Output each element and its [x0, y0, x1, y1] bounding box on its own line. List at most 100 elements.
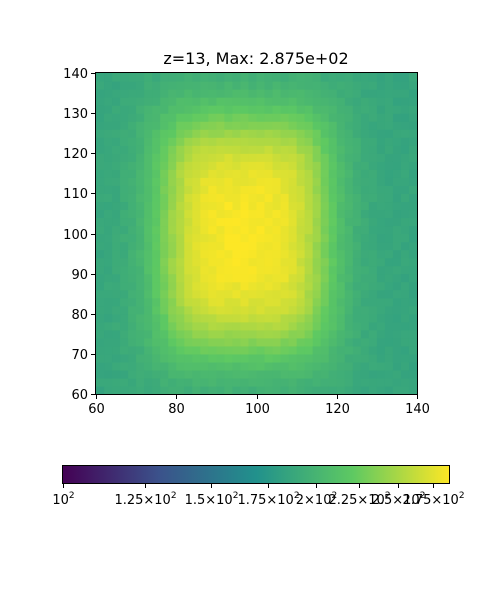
heatmap-cell: [272, 385, 282, 395]
heatmap-cell: [200, 201, 209, 211]
heatmap-cell: [160, 297, 169, 307]
heatmap-cell: [368, 297, 378, 307]
heatmap-cell: [152, 369, 161, 379]
heatmap-cell: [304, 121, 314, 130]
heatmap-cell: [208, 185, 217, 194]
heatmap-cell: [248, 225, 258, 235]
heatmap-cell: [336, 361, 346, 371]
heatmap-cell: [144, 297, 153, 307]
heatmap-cell: [312, 185, 322, 194]
heatmap-cell: [128, 89, 137, 98]
heatmap-cell: [352, 97, 362, 106]
heatmap-cell: [128, 257, 137, 267]
heatmap-cell: [176, 329, 185, 339]
heatmap-cell: [280, 105, 290, 114]
heatmap-cell: [112, 369, 121, 379]
heatmap-cell: [360, 121, 370, 130]
x-tick-label: 120: [325, 402, 350, 417]
heatmap-cell: [376, 233, 386, 243]
heatmap-cell: [232, 201, 242, 211]
heatmap-cell: [224, 97, 234, 106]
heatmap-cell: [248, 377, 258, 387]
heatmap-cell: [304, 369, 314, 379]
heatmap-cell: [152, 385, 161, 395]
heatmap-cell: [400, 377, 410, 387]
heatmap-cell: [168, 329, 177, 339]
heatmap-cell: [312, 377, 322, 387]
heatmap-cell: [376, 161, 386, 170]
heatmap-cell: [288, 265, 298, 275]
heatmap-cell: [264, 233, 274, 243]
heatmap-cell: [184, 217, 193, 227]
heatmap-cell: [400, 369, 410, 379]
heatmap-cell: [408, 249, 418, 259]
heatmap-cell: [304, 241, 314, 251]
heatmap-cell: [184, 129, 193, 138]
heatmap-cell: [328, 153, 338, 162]
heatmap-cell: [240, 73, 250, 82]
heatmap-cell: [400, 89, 410, 98]
heatmap-cell: [392, 233, 402, 243]
heatmap-cell: [384, 289, 394, 299]
heatmap-cell: [144, 353, 153, 363]
heatmap-cell: [176, 225, 185, 235]
heatmap-cell: [312, 113, 322, 122]
heatmap-cell: [192, 257, 201, 267]
heatmap-cell: [200, 321, 209, 331]
heatmap-cell: [272, 321, 282, 331]
heatmap-cell: [216, 385, 226, 395]
heatmap-cell: [376, 89, 386, 98]
heatmap-cell: [400, 177, 410, 186]
heatmap-cell: [320, 353, 330, 363]
heatmap-cell: [352, 257, 362, 267]
heatmap-cell: [320, 321, 330, 331]
heatmap-cell: [336, 265, 346, 275]
heatmap-cell: [184, 113, 193, 122]
heatmap-cell: [136, 161, 145, 170]
heatmap-cell: [224, 369, 234, 379]
heatmap-cell: [400, 73, 410, 82]
heatmap-cell: [400, 329, 410, 339]
heatmap-cell: [352, 281, 362, 291]
heatmap-cell: [280, 345, 290, 355]
heatmap-cell: [200, 297, 209, 307]
heatmap-cell: [120, 121, 129, 130]
heatmap-cell: [184, 257, 193, 267]
heatmap-cell: [408, 225, 418, 235]
heatmap-cell: [360, 377, 370, 387]
heatmap-cell: [104, 169, 113, 178]
heatmap-cell: [176, 161, 185, 170]
heatmap-cell: [112, 185, 121, 194]
heatmap-cell: [224, 337, 234, 347]
heatmap-cell: [152, 209, 161, 219]
heatmap-cell: [208, 321, 217, 331]
heatmap-cell: [376, 153, 386, 162]
heatmap-cell: [408, 89, 418, 98]
heatmap-cell: [296, 225, 306, 235]
heatmap-cell: [312, 73, 322, 82]
heatmap-cell: [160, 209, 169, 219]
heatmap-cell: [168, 193, 177, 203]
heatmap-cell: [384, 121, 394, 130]
heatmap-cell: [128, 361, 137, 371]
heatmap-cell: [328, 385, 338, 395]
heatmap-cell: [400, 305, 410, 315]
heatmap-cell: [288, 241, 298, 251]
heatmap-cell: [296, 161, 306, 170]
heatmap-cell: [232, 281, 242, 291]
heatmap-cell: [160, 377, 169, 387]
y-tick-label: 130: [63, 107, 88, 122]
heatmap-cell: [200, 97, 209, 106]
heatmap-cell: [400, 225, 410, 235]
heatmap-cell: [248, 137, 258, 146]
heatmap-cell: [112, 233, 121, 243]
heatmap-cell: [320, 177, 330, 186]
heatmap-cell: [248, 145, 258, 154]
heatmap-cell: [120, 193, 129, 203]
heatmap-cell: [144, 361, 153, 371]
heatmap-cell: [264, 89, 274, 98]
heatmap-cell: [96, 361, 105, 371]
heatmap-cell: [336, 353, 346, 363]
heatmap-cell: [232, 305, 242, 315]
heatmap-cell: [384, 185, 394, 194]
